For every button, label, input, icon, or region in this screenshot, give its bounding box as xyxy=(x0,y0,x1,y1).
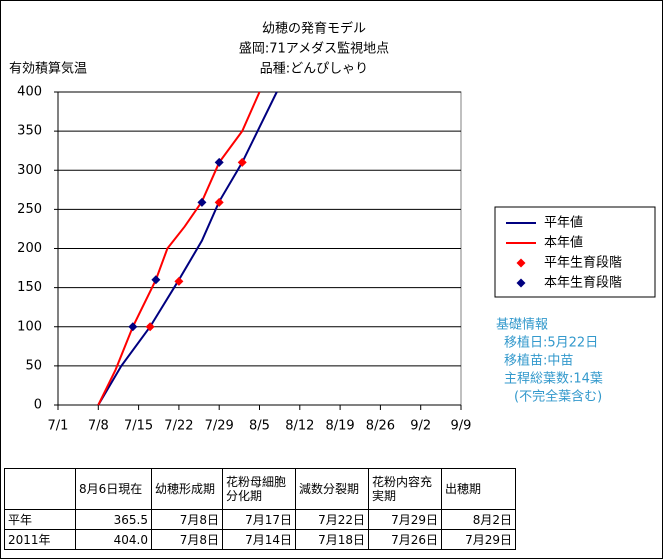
legend-marker xyxy=(516,258,526,268)
info-text: 基礎情報 xyxy=(496,318,548,333)
table-cell: 減数分裂期 xyxy=(295,468,369,510)
series-line xyxy=(97,91,261,406)
table-cell: 7月29日 xyxy=(368,509,442,530)
x-tick-label: 7/1 xyxy=(48,419,69,434)
stage-marker xyxy=(145,322,155,332)
table-cell: 7月22日 xyxy=(295,509,369,530)
y-tick-label: 250 xyxy=(17,202,42,217)
table-cell: 7月29日 xyxy=(441,529,516,550)
x-tick-label: 8/19 xyxy=(325,419,354,434)
table-cell: 7月18日 xyxy=(295,529,369,550)
stage-marker xyxy=(174,276,184,286)
table-header: 8月6日現在 幼穂形成期 花粉母細胞分化期 減数分裂期 花粉内容充実期 出穂期 xyxy=(4,468,516,510)
table-cell: 7月8日 xyxy=(151,509,223,530)
x-tick-label: 8/26 xyxy=(366,419,395,434)
stage-table: 8月6日現在 幼穂形成期 花粉母細胞分化期 減数分裂期 花粉内容充実期 出穂期 平年 365.… xyxy=(4,468,516,550)
y-tick-label: 150 xyxy=(17,280,42,295)
y-axis-label: 有効積算気温 xyxy=(9,61,87,77)
table-cell: 365.5 xyxy=(75,509,152,530)
chart-title: 盛岡:71アメダス監視地点 xyxy=(239,41,389,57)
table-cell: 花粉内容充実期 xyxy=(368,468,442,510)
table-cell: 幼穂形成期 xyxy=(151,468,223,510)
stage-marker xyxy=(214,157,224,167)
legend-marker xyxy=(516,278,526,288)
y-tick-label: 100 xyxy=(17,319,42,334)
x-tick-label: 8/12 xyxy=(285,419,314,434)
x-tick-label: 7/29 xyxy=(205,419,234,434)
table-row: 2011年 404.0 7月8日 7月14日 7月18日 7月26日 7月29日 xyxy=(4,529,516,550)
stage-marker xyxy=(151,275,161,285)
y-tick-label: 350 xyxy=(17,124,42,139)
table-cell: 出穂期 xyxy=(441,468,516,510)
table-cell: 花粉母細胞分化期 xyxy=(222,468,296,510)
table-row: 平年 365.5 7月8日 7月17日 7月22日 7月29日 8月2日 xyxy=(4,509,516,530)
table-cell: 8月6日現在 xyxy=(75,468,152,510)
table-cell: 7月17日 xyxy=(222,509,296,530)
x-tick-label: 9/9 xyxy=(451,419,472,434)
info-text: (不完全葉含む) xyxy=(514,389,602,405)
info-text: 主稈総葉数:14葉 xyxy=(504,372,603,387)
table-cell: 404.0 xyxy=(75,529,152,550)
x-tick-label: 8/5 xyxy=(249,419,270,434)
table-cell: 平年 xyxy=(4,509,76,530)
stage-marker xyxy=(128,322,138,332)
x-tick-label: 7/15 xyxy=(124,419,153,434)
stage-marker xyxy=(214,197,224,207)
legend-label: 本年値 xyxy=(544,235,583,251)
legend-label: 本年生育段階 xyxy=(544,275,622,291)
stage-marker xyxy=(237,157,247,167)
x-tick-label: 7/22 xyxy=(164,419,193,434)
series-line xyxy=(97,91,278,406)
y-tick-label: 200 xyxy=(17,241,42,256)
info-text: 移植日:5月22日 xyxy=(504,336,598,351)
y-tick-label: 0 xyxy=(34,398,42,413)
x-tick-label: 9/2 xyxy=(410,419,431,434)
table-cell: 7月26日 xyxy=(368,529,442,550)
y-tick-label: 50 xyxy=(25,358,42,373)
chart-title: 品種:どんぴしゃり xyxy=(260,61,368,77)
table-cell xyxy=(4,468,76,510)
legend-label: 平年値 xyxy=(544,215,583,231)
info-text: 移植苗:中苗 xyxy=(504,354,573,369)
table-cell: 7月8日 xyxy=(151,529,223,550)
table-cell: 7月14日 xyxy=(222,529,296,550)
chart-title: 幼穂の発育モデル xyxy=(262,21,366,37)
table-cell: 8月2日 xyxy=(441,509,516,530)
stage-marker xyxy=(197,197,207,207)
y-tick-label: 300 xyxy=(17,163,42,178)
y-tick-label: 400 xyxy=(17,85,42,100)
table-cell: 2011年 xyxy=(4,529,76,550)
legend-label: 平年生育段階 xyxy=(544,255,622,271)
x-tick-label: 7/8 xyxy=(88,419,109,434)
